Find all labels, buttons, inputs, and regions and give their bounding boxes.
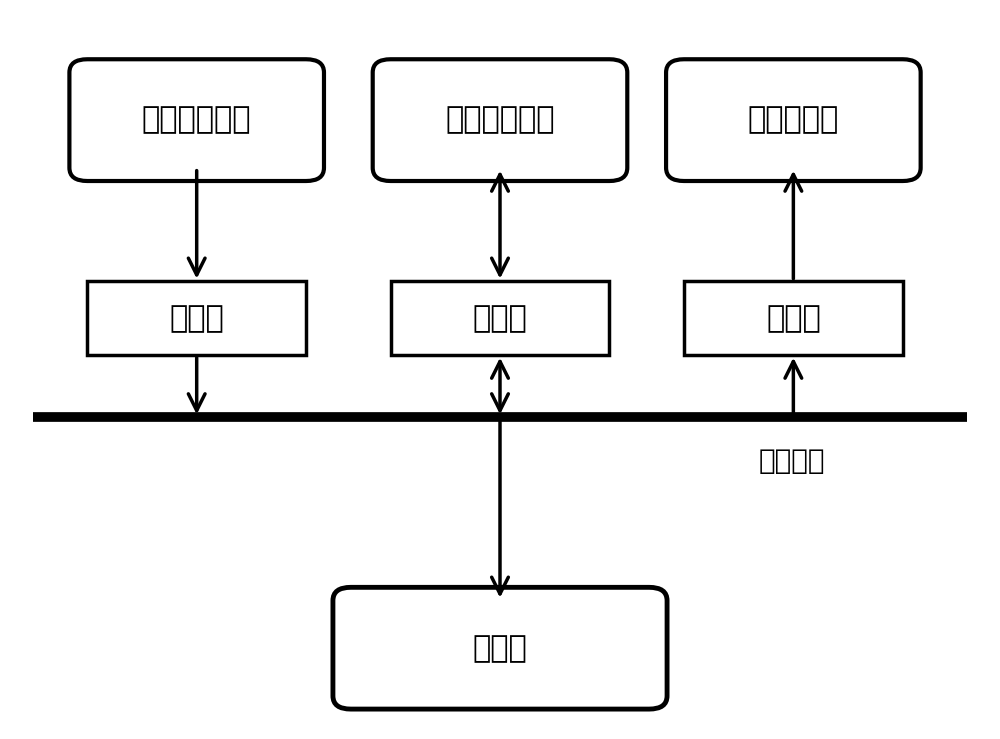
FancyBboxPatch shape [373,59,627,181]
Text: 光伏发电系统: 光伏发电系统 [142,106,251,134]
FancyBboxPatch shape [69,59,324,181]
Text: 主电网: 主电网 [473,634,527,663]
Text: 逆变器: 逆变器 [473,304,527,333]
Text: 直流母线: 直流母线 [759,447,825,475]
FancyBboxPatch shape [333,588,667,709]
FancyBboxPatch shape [391,282,609,355]
Text: 储能电池系统: 储能电池系统 [445,106,555,134]
FancyBboxPatch shape [684,282,903,355]
Text: 逆变器: 逆变器 [169,304,224,333]
Text: 氢储能系统: 氢储能系统 [748,106,839,134]
FancyBboxPatch shape [87,282,306,355]
FancyBboxPatch shape [666,59,921,181]
Text: 逆变器: 逆变器 [766,304,821,333]
